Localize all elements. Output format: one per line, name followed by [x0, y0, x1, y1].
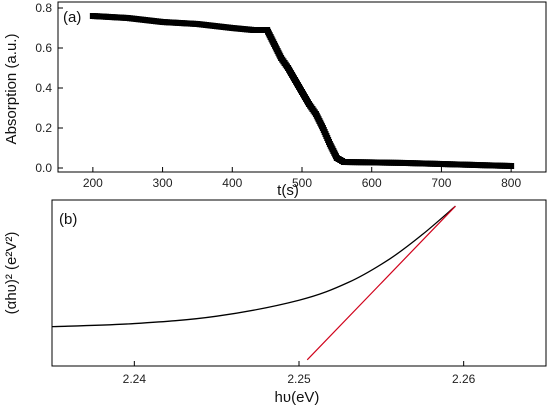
panel-b-x-tick-label-2: 2.26	[452, 372, 476, 386]
panel-b-x-axis-label: hυ(eV)	[275, 389, 320, 406]
panel-a: 200 300 400 500 600 700 800 0.0 0.2 0.4 0.6 0.8 (a)…	[3, 1, 547, 199]
panel-a-y-tick-label-1: 0.2	[35, 121, 52, 135]
panel-a-x-tick-label-5: 700	[431, 176, 451, 190]
panel-a-x-tick-label-0: 200	[83, 176, 103, 190]
panel-a-x-tick-label-4: 600	[362, 176, 382, 190]
panel-a-data-point-235	[508, 163, 515, 169]
panel-a-marks	[89, 13, 515, 169]
panel-b-ticks: 2.24 2.25 2.26	[123, 361, 476, 386]
panel-a-y-tick-label-2: 0.4	[35, 81, 52, 95]
panel-b-y-axis-label: (αhυ)² (e²V²)	[3, 232, 20, 315]
panel-a-label: (a)	[63, 9, 81, 26]
panel-a-y-tick-label-4: 0.8	[35, 1, 52, 15]
panel-b-series-fit-line	[306, 205, 456, 361]
panel-b-label: (b)	[59, 211, 77, 228]
panel-b-series-curve	[52, 205, 456, 328]
panel-b-frame	[51, 199, 547, 367]
panel-a-x-axis-label: t(s)	[277, 182, 299, 199]
panel-a-y-tick-label-3: 0.6	[35, 41, 52, 55]
panel-b-marks	[52, 205, 456, 361]
panel-b: 2.24 2.25 2.26 (b) hυ(eV) (αhυ)² (e²V²)	[3, 199, 547, 406]
panel-a-x-tick-label-1: 300	[153, 176, 173, 190]
panel-b-x-tick-label-1: 2.25	[287, 372, 311, 386]
panel-b-x-tick-label-0: 2.24	[123, 372, 147, 386]
panel-a-x-tick-label-6: 800	[501, 176, 521, 190]
panel-a-x-tick-label-3: 500	[292, 176, 312, 190]
panel-a-x-tick-label-2: 400	[222, 176, 242, 190]
panel-a-ticks: 200 300 400 500 600 700 800 0.0 0.2 0.4 0.6 0.8	[35, 1, 521, 190]
panel-a-y-axis-label: Absorption (a.u.)	[3, 34, 20, 145]
panel-a-y-tick-label-0: 0.0	[35, 161, 52, 175]
